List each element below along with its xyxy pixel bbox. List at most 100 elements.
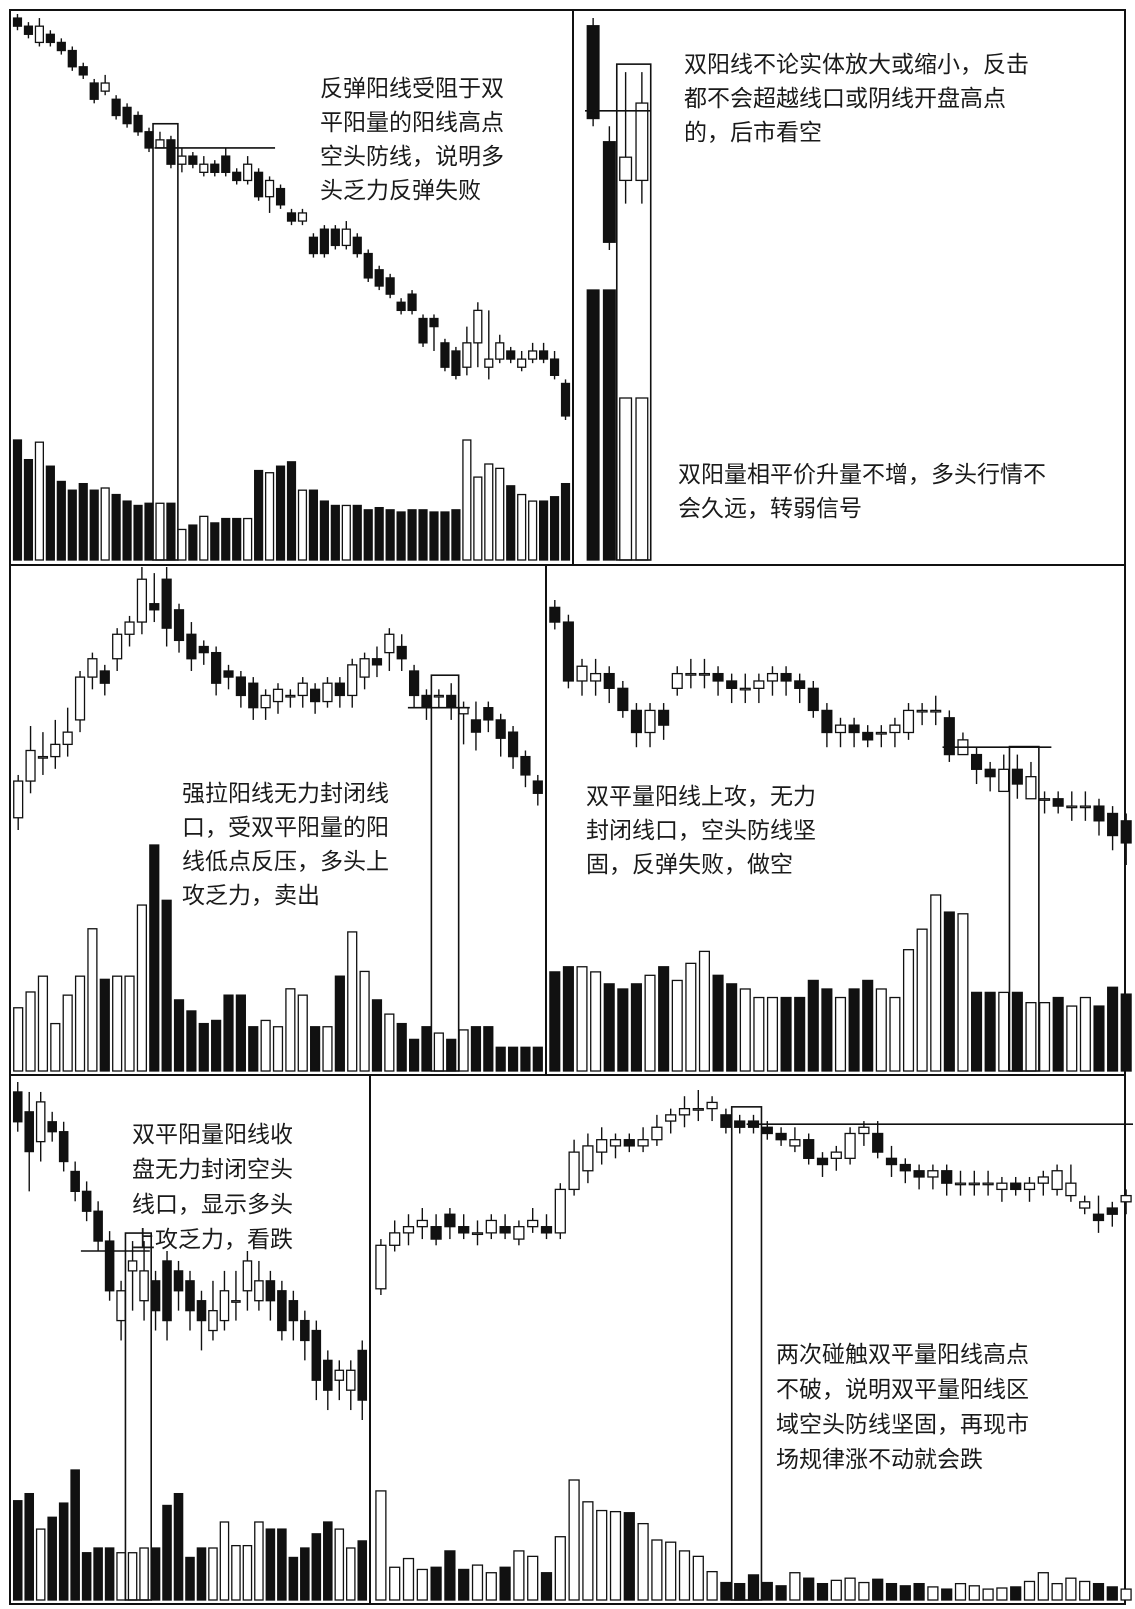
candle-bullish xyxy=(916,709,928,713)
volume-bar-bearish xyxy=(188,524,198,561)
candle-bullish xyxy=(334,1369,345,1381)
candle-bullish xyxy=(155,139,165,149)
volume-bar-bearish xyxy=(539,500,549,561)
volume-bar-bearish xyxy=(1092,1582,1105,1601)
candle-bearish xyxy=(277,1290,287,1332)
candle-bearish xyxy=(308,236,319,255)
candle-bearish xyxy=(248,682,259,709)
candle-bearish xyxy=(56,41,66,52)
candle-bearish xyxy=(943,717,955,756)
volume-bar-bearish xyxy=(821,988,833,1072)
volume-bar-bullish xyxy=(243,517,253,561)
volume-bar-bullish xyxy=(35,1528,46,1601)
volume-bar-bearish xyxy=(899,1585,911,1601)
candle-bearish xyxy=(506,350,516,360)
volume-bar-bearish xyxy=(458,1568,470,1601)
annotation-line: 平阳量的阳线高点 xyxy=(320,110,504,136)
candle-bearish xyxy=(421,694,432,709)
candle-bullish xyxy=(692,1107,704,1111)
volume-bar-bearish xyxy=(70,1469,80,1601)
volume-bar-bearish xyxy=(630,983,642,1072)
candle-bearish xyxy=(93,1210,103,1242)
candle-bearish xyxy=(520,755,531,776)
candle-bearish xyxy=(495,719,506,739)
volume-bar-bearish xyxy=(913,1582,925,1601)
volume-bar-bearish xyxy=(440,511,450,561)
annotation-line: 都不会超越线口或阴线开盘高点 xyxy=(684,86,1006,112)
volume-bar-bullish xyxy=(957,913,969,1072)
candle-bearish xyxy=(451,350,461,376)
candle-bearish xyxy=(223,670,234,678)
volume-bar-bullish xyxy=(177,528,187,561)
annotation-line: 线口，显示多头 xyxy=(132,1192,293,1218)
volume-bar-bullish xyxy=(136,904,148,1072)
candle-bearish xyxy=(275,187,286,206)
volume-bar-bullish xyxy=(678,1550,691,1601)
candle-bullish xyxy=(619,156,633,182)
volume-bar-bearish xyxy=(45,465,55,561)
volume-bar-bullish xyxy=(830,1579,842,1601)
candle-bearish xyxy=(780,672,792,682)
candle-bullish xyxy=(100,82,110,92)
volume-bar-bullish xyxy=(402,1557,415,1601)
volume-bar-bearish xyxy=(761,1581,773,1601)
annotation-line: 双平阳量阳线收 xyxy=(132,1122,293,1148)
volume-bar-bullish xyxy=(484,463,494,561)
volume-bar-bullish xyxy=(471,1564,484,1601)
volume-bar-bearish xyxy=(872,1578,884,1601)
volume-bar-bearish xyxy=(617,988,629,1072)
annotation-line: 攻乏力，卖出 xyxy=(182,883,320,909)
candle-bearish xyxy=(89,82,99,100)
candle-bearish xyxy=(1093,805,1105,822)
candle-bearish xyxy=(560,382,571,417)
candle-bearish xyxy=(532,780,543,794)
candle-bullish xyxy=(1037,1176,1049,1184)
volume-bar-bearish xyxy=(89,489,99,561)
volume-bar-bullish xyxy=(685,962,697,1072)
volume-bar-bullish xyxy=(1025,1002,1037,1072)
candle-bullish xyxy=(889,724,901,734)
volume-bar-bullish xyxy=(635,397,649,561)
candle-bullish xyxy=(1079,1201,1091,1209)
candle-bearish xyxy=(734,1120,746,1128)
candle-bullish xyxy=(471,1232,484,1236)
volume-bar-bullish xyxy=(902,949,915,1072)
volume-bar-bearish xyxy=(78,482,88,561)
volume-bar-bearish xyxy=(1107,986,1119,1072)
candle-bearish xyxy=(539,350,549,360)
candle-bearish xyxy=(162,1260,172,1322)
volume-bar-bearish xyxy=(319,500,329,561)
volume-bar-bullish xyxy=(576,966,588,1072)
candle-bullish xyxy=(789,1139,801,1147)
candle-bearish xyxy=(81,1190,92,1212)
candle-bearish xyxy=(70,1170,80,1193)
candle-bearish xyxy=(363,252,373,279)
volume-bar-bullish xyxy=(485,1572,497,1601)
candle-bullish xyxy=(485,1219,497,1234)
candle-bearish xyxy=(334,682,345,697)
candle-bullish xyxy=(112,633,123,660)
volume-bar-bearish xyxy=(58,1502,69,1601)
candle-bearish xyxy=(630,709,642,734)
volume-bar-bearish xyxy=(161,899,172,1072)
volume-bar-bullish xyxy=(1051,1582,1063,1601)
annotation-middle-left: 强拉阳线无力封闭线 口，受双平阳量的阳 线低点反压，多头上 攻乏力，卖出 xyxy=(182,781,396,909)
annotation-line: 双阳线不论实体放大或缩小，反击 xyxy=(684,52,1029,78)
highlight-box xyxy=(430,674,460,1072)
annotation-bottom-left: 双平阳量阳线收 盘无力封闭空头 线口，显示多头 上攻乏力，看跌 xyxy=(132,1122,300,1253)
candle-bearish xyxy=(458,1226,470,1234)
volume-bar-bullish xyxy=(766,996,779,1072)
volume-bar-bullish xyxy=(619,397,633,561)
candle-bearish xyxy=(24,1111,35,1153)
volume-bar-bearish xyxy=(602,289,616,561)
volume-bar-bullish xyxy=(739,988,751,1072)
candle-bearish xyxy=(562,621,574,682)
volume-bar-bullish xyxy=(1079,996,1091,1072)
volume-bar-bearish xyxy=(173,999,185,1072)
candle-bearish xyxy=(899,1163,911,1172)
annotation-middle-right: 双平量阳线上攻，无力 封闭线口，空头防线坚 固，反弹失败，做空 xyxy=(586,784,823,878)
candle-bearish xyxy=(446,694,457,709)
candle-bullish xyxy=(297,682,308,697)
volume-bar-bearish xyxy=(334,975,345,1072)
volume-bar-bullish xyxy=(297,994,308,1072)
